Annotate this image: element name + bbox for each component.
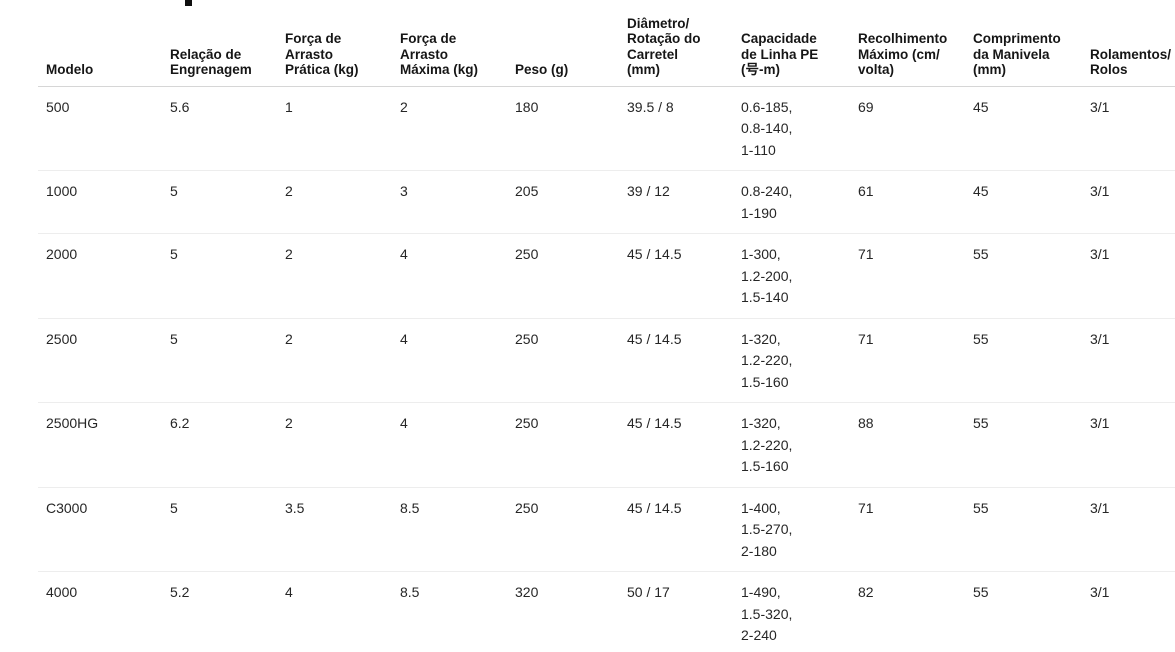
cell-comprimento-manivela: 45 xyxy=(965,86,1082,171)
cell-recolhimento-maximo: 71 xyxy=(850,233,965,319)
table-row: 1000 5 2 3 205 39 / 12 0.8-240, 1-190 61… xyxy=(38,170,1175,234)
cell-modelo: 4000 xyxy=(46,584,78,600)
column-header-relacao-engrenagem: Relação de Engrenagem xyxy=(162,0,277,87)
cell-modelo: 2500 xyxy=(38,318,162,403)
cell-modelo: C3000 xyxy=(38,487,162,572)
cell-comprimento-manivela: 55 xyxy=(973,584,989,600)
cell-diametro-rotacao-carretel: 45 / 14.5 xyxy=(619,233,733,319)
cell-capacidade-linha-pe: 0.8-240, 1-190 xyxy=(733,170,850,234)
cell-recolhimento-maximo: 69 xyxy=(850,86,965,171)
cell-relacao-engrenagem: 5 xyxy=(162,318,277,403)
cell-relacao-engrenagem: 5 xyxy=(162,487,277,572)
cell-forca-arrasto-maxima: 3 xyxy=(392,170,507,234)
cell-forca-arrasto-maxima: 2 xyxy=(392,86,507,171)
cell-relacao-engrenagem: 5 xyxy=(162,170,277,234)
cell-rolamentos-rolos: 3/1 xyxy=(1090,584,1110,600)
cell-capacidade-linha-pe: 1-300, 1.2-200, 1.5-140 xyxy=(733,233,850,319)
column-header-rolamentos-rolos: Rolamentos/ Rolos xyxy=(1082,0,1175,87)
column-header-forca-arrasto-pratica: Força de Arrasto Prática (kg) xyxy=(277,0,392,87)
cell-forca-arrasto-pratica: 3.5 xyxy=(277,487,392,572)
cell-relacao-engrenagem: 5.6 xyxy=(162,86,277,171)
clipped-title-fragment xyxy=(185,0,192,6)
table-row: 2000 5 2 4 250 45 / 14.5 1-300, 1.2-200,… xyxy=(38,233,1175,319)
cell-peso: 205 xyxy=(507,170,619,234)
cell-capacidade-linha-pe: 0.6-185, 0.8-140, 1-110 xyxy=(733,86,850,171)
cell-capacidade-linha-pe: 1-400, 1.5-270, 2-180 xyxy=(733,487,850,572)
cell-forca-arrasto-pratica: 1 xyxy=(277,86,392,171)
cell-diametro-rotacao-carretel: 45 / 14.5 xyxy=(619,318,733,403)
cell-relacao-engrenagem: 6.2 xyxy=(162,402,277,488)
cell-forca-arrasto-pratica: 2 xyxy=(277,170,392,234)
cell-forca-arrasto-maxima: 4 xyxy=(392,402,507,488)
cell-relacao-engrenagem: 5 xyxy=(162,233,277,319)
cell-relacao-engrenagem: 5.2 xyxy=(170,584,190,600)
spec-table: Modelo Relação de Engrenagem Força de Ar… xyxy=(38,0,1175,652)
column-header-comprimento-manivela: Comprimento da Manivela (mm) xyxy=(965,0,1082,87)
cell-comprimento-manivela: 55 xyxy=(965,233,1082,319)
cell-modelo: 500 xyxy=(38,86,162,171)
cell-forca-arrasto-pratica: 4 xyxy=(285,584,293,600)
cell-comprimento-manivela: 55 xyxy=(965,487,1082,572)
cell-rolamentos-rolos: 3/1 xyxy=(1082,233,1175,319)
cell-forca-arrasto-maxima: 4 xyxy=(392,233,507,319)
table-row: 4000 5.2 4 8.5 320 50 / 17 1-490, 1.5-32… xyxy=(38,572,1175,652)
cell-forca-arrasto-pratica: 2 xyxy=(277,402,392,488)
cell-comprimento-manivela: 55 xyxy=(965,318,1082,403)
cell-capacidade-linha-pe: 1-490, 1.5-320, 2-240 xyxy=(741,584,793,643)
table-row: 500 5.6 1 2 180 39.5 / 8 0.6-185, 0.8-14… xyxy=(38,86,1175,171)
cell-forca-arrasto-pratica: 2 xyxy=(277,233,392,319)
cell-peso: 180 xyxy=(507,86,619,171)
cell-modelo: 2000 xyxy=(38,233,162,319)
cell-recolhimento-maximo: 61 xyxy=(850,170,965,234)
cell-diametro-rotacao-carretel: 39 / 12 xyxy=(619,170,733,234)
cell-recolhimento-maximo: 82 xyxy=(858,584,874,600)
column-header-capacidade-linha-pe: Capacidade de Linha PE (号-m) xyxy=(733,0,850,87)
cell-peso: 250 xyxy=(507,233,619,319)
header-row: Modelo Relação de Engrenagem Força de Ar… xyxy=(38,0,1175,87)
cell-rolamentos-rolos: 3/1 xyxy=(1082,487,1175,572)
column-header-forca-arrasto-maxima: Força de Arrasto Máxima (kg) xyxy=(392,0,507,87)
column-header-recolhimento-maximo: Recolhimento Máximo (cm/ volta) xyxy=(850,0,965,87)
cell-peso: 250 xyxy=(507,318,619,403)
cell-recolhimento-maximo: 71 xyxy=(850,487,965,572)
table-row: C3000 5 3.5 8.5 250 45 / 14.5 1-400, 1.5… xyxy=(38,487,1175,572)
cell-forca-arrasto-maxima: 8.5 xyxy=(392,487,507,572)
cell-forca-arrasto-pratica: 2 xyxy=(277,318,392,403)
column-header-diametro-rotacao-carretel: Diâmetro/ Rotação do Carretel (mm) xyxy=(619,0,733,87)
cell-rolamentos-rolos: 3/1 xyxy=(1082,402,1175,488)
cell-rolamentos-rolos: 3/1 xyxy=(1082,318,1175,403)
cell-diametro-rotacao-carretel: 45 / 14.5 xyxy=(619,487,733,572)
column-header-modelo: Modelo xyxy=(38,0,162,87)
cell-recolhimento-maximo: 71 xyxy=(850,318,965,403)
cell-diametro-rotacao-carretel: 50 / 17 xyxy=(627,584,670,600)
cell-capacidade-linha-pe: 1-320, 1.2-220, 1.5-160 xyxy=(733,402,850,488)
table-row: 2500 5 2 4 250 45 / 14.5 1-320, 1.2-220,… xyxy=(38,318,1175,403)
cell-modelo: 1000 xyxy=(38,170,162,234)
cell-peso: 250 xyxy=(507,402,619,488)
cell-capacidade-linha-pe: 1-320, 1.2-220, 1.5-160 xyxy=(733,318,850,403)
cell-rolamentos-rolos: 3/1 xyxy=(1082,170,1175,234)
cell-modelo: 2500HG xyxy=(38,402,162,488)
column-header-peso: Peso (g) xyxy=(507,0,619,87)
cell-diametro-rotacao-carretel: 45 / 14.5 xyxy=(619,402,733,488)
cell-forca-arrasto-maxima: 8.5 xyxy=(400,584,420,600)
cell-peso: 320 xyxy=(515,584,539,600)
cell-recolhimento-maximo: 88 xyxy=(850,402,965,488)
cell-diametro-rotacao-carretel: 39.5 / 8 xyxy=(619,86,733,171)
cell-rolamentos-rolos: 3/1 xyxy=(1082,86,1175,171)
cell-comprimento-manivela: 55 xyxy=(965,402,1082,488)
cell-forca-arrasto-maxima: 4 xyxy=(392,318,507,403)
cell-peso: 250 xyxy=(507,487,619,572)
table-row: 2500HG 6.2 2 4 250 45 / 14.5 1-320, 1.2-… xyxy=(38,402,1175,488)
cell-comprimento-manivela: 45 xyxy=(965,170,1082,234)
